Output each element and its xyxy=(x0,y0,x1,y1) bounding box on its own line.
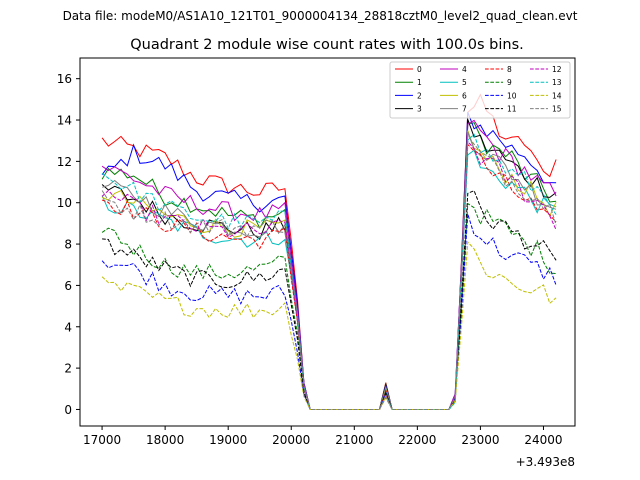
suptitle: Data file: modeM0/AS1A10_121T01_90000041… xyxy=(63,9,578,23)
y-tick-label: 12 xyxy=(57,155,72,169)
x-tick-label: 23000 xyxy=(461,433,499,447)
legend-label-5: 5 xyxy=(462,78,467,87)
legend-label-2: 2 xyxy=(417,91,422,100)
axis-ticks: 17000 18000 19000 20000 21000 22000 23000 24000… xyxy=(57,72,563,447)
y-tick-label: 14 xyxy=(57,114,72,128)
series-line-11 xyxy=(102,190,557,410)
legend-label-9: 9 xyxy=(507,78,512,87)
series-line-15 xyxy=(101,134,557,410)
x-tick-label: 17000 xyxy=(83,433,121,447)
legend-label-1: 1 xyxy=(417,78,422,87)
legend-label-7: 7 xyxy=(462,105,467,114)
axes-frame xyxy=(79,57,576,427)
x-offset-label: +3.493e8 xyxy=(516,455,575,469)
legend-label-6: 6 xyxy=(462,91,467,100)
y-tick-label: 6 xyxy=(64,279,72,293)
series-line-13 xyxy=(101,133,557,410)
legend-label-12: 12 xyxy=(552,65,562,74)
x-tick-label: 19000 xyxy=(209,433,247,447)
legend-label-8: 8 xyxy=(507,65,512,74)
x-tick-label: 18000 xyxy=(146,433,184,447)
series-line-4 xyxy=(101,119,557,410)
y-tick-label: 4 xyxy=(64,320,72,334)
series-line-8 xyxy=(101,143,557,410)
legend-label-13: 13 xyxy=(552,78,562,87)
plot-area xyxy=(101,93,557,410)
x-tick-label: 24000 xyxy=(524,433,562,447)
y-tick-label: 10 xyxy=(57,196,72,210)
legend-label-11: 11 xyxy=(507,105,517,114)
legend-label-0: 0 xyxy=(417,65,422,74)
y-tick-label: 2 xyxy=(64,362,72,376)
series-line-10 xyxy=(101,213,557,410)
y-tick-label: 0 xyxy=(64,403,72,417)
x-tick-label: 20000 xyxy=(272,433,310,447)
chart-title: Quadrant 2 module wise count rates with … xyxy=(130,37,524,53)
y-tick-label: 8 xyxy=(64,238,72,252)
legend-label-4: 4 xyxy=(462,65,467,74)
legend-label-10: 10 xyxy=(507,91,517,100)
legend-label-14: 14 xyxy=(552,91,562,100)
series-line-14 xyxy=(101,240,557,410)
x-tick-label: 21000 xyxy=(335,433,373,447)
x-tick-label: 22000 xyxy=(398,433,436,447)
series-line-9 xyxy=(101,202,557,410)
series-line-5 xyxy=(101,149,557,410)
y-tick-label: 16 xyxy=(57,72,72,86)
legend-label-15: 15 xyxy=(552,105,562,114)
series-line-0 xyxy=(101,93,557,410)
series-line-12 xyxy=(101,140,557,410)
legend-label-3: 3 xyxy=(417,105,422,114)
legend-box xyxy=(389,61,571,119)
